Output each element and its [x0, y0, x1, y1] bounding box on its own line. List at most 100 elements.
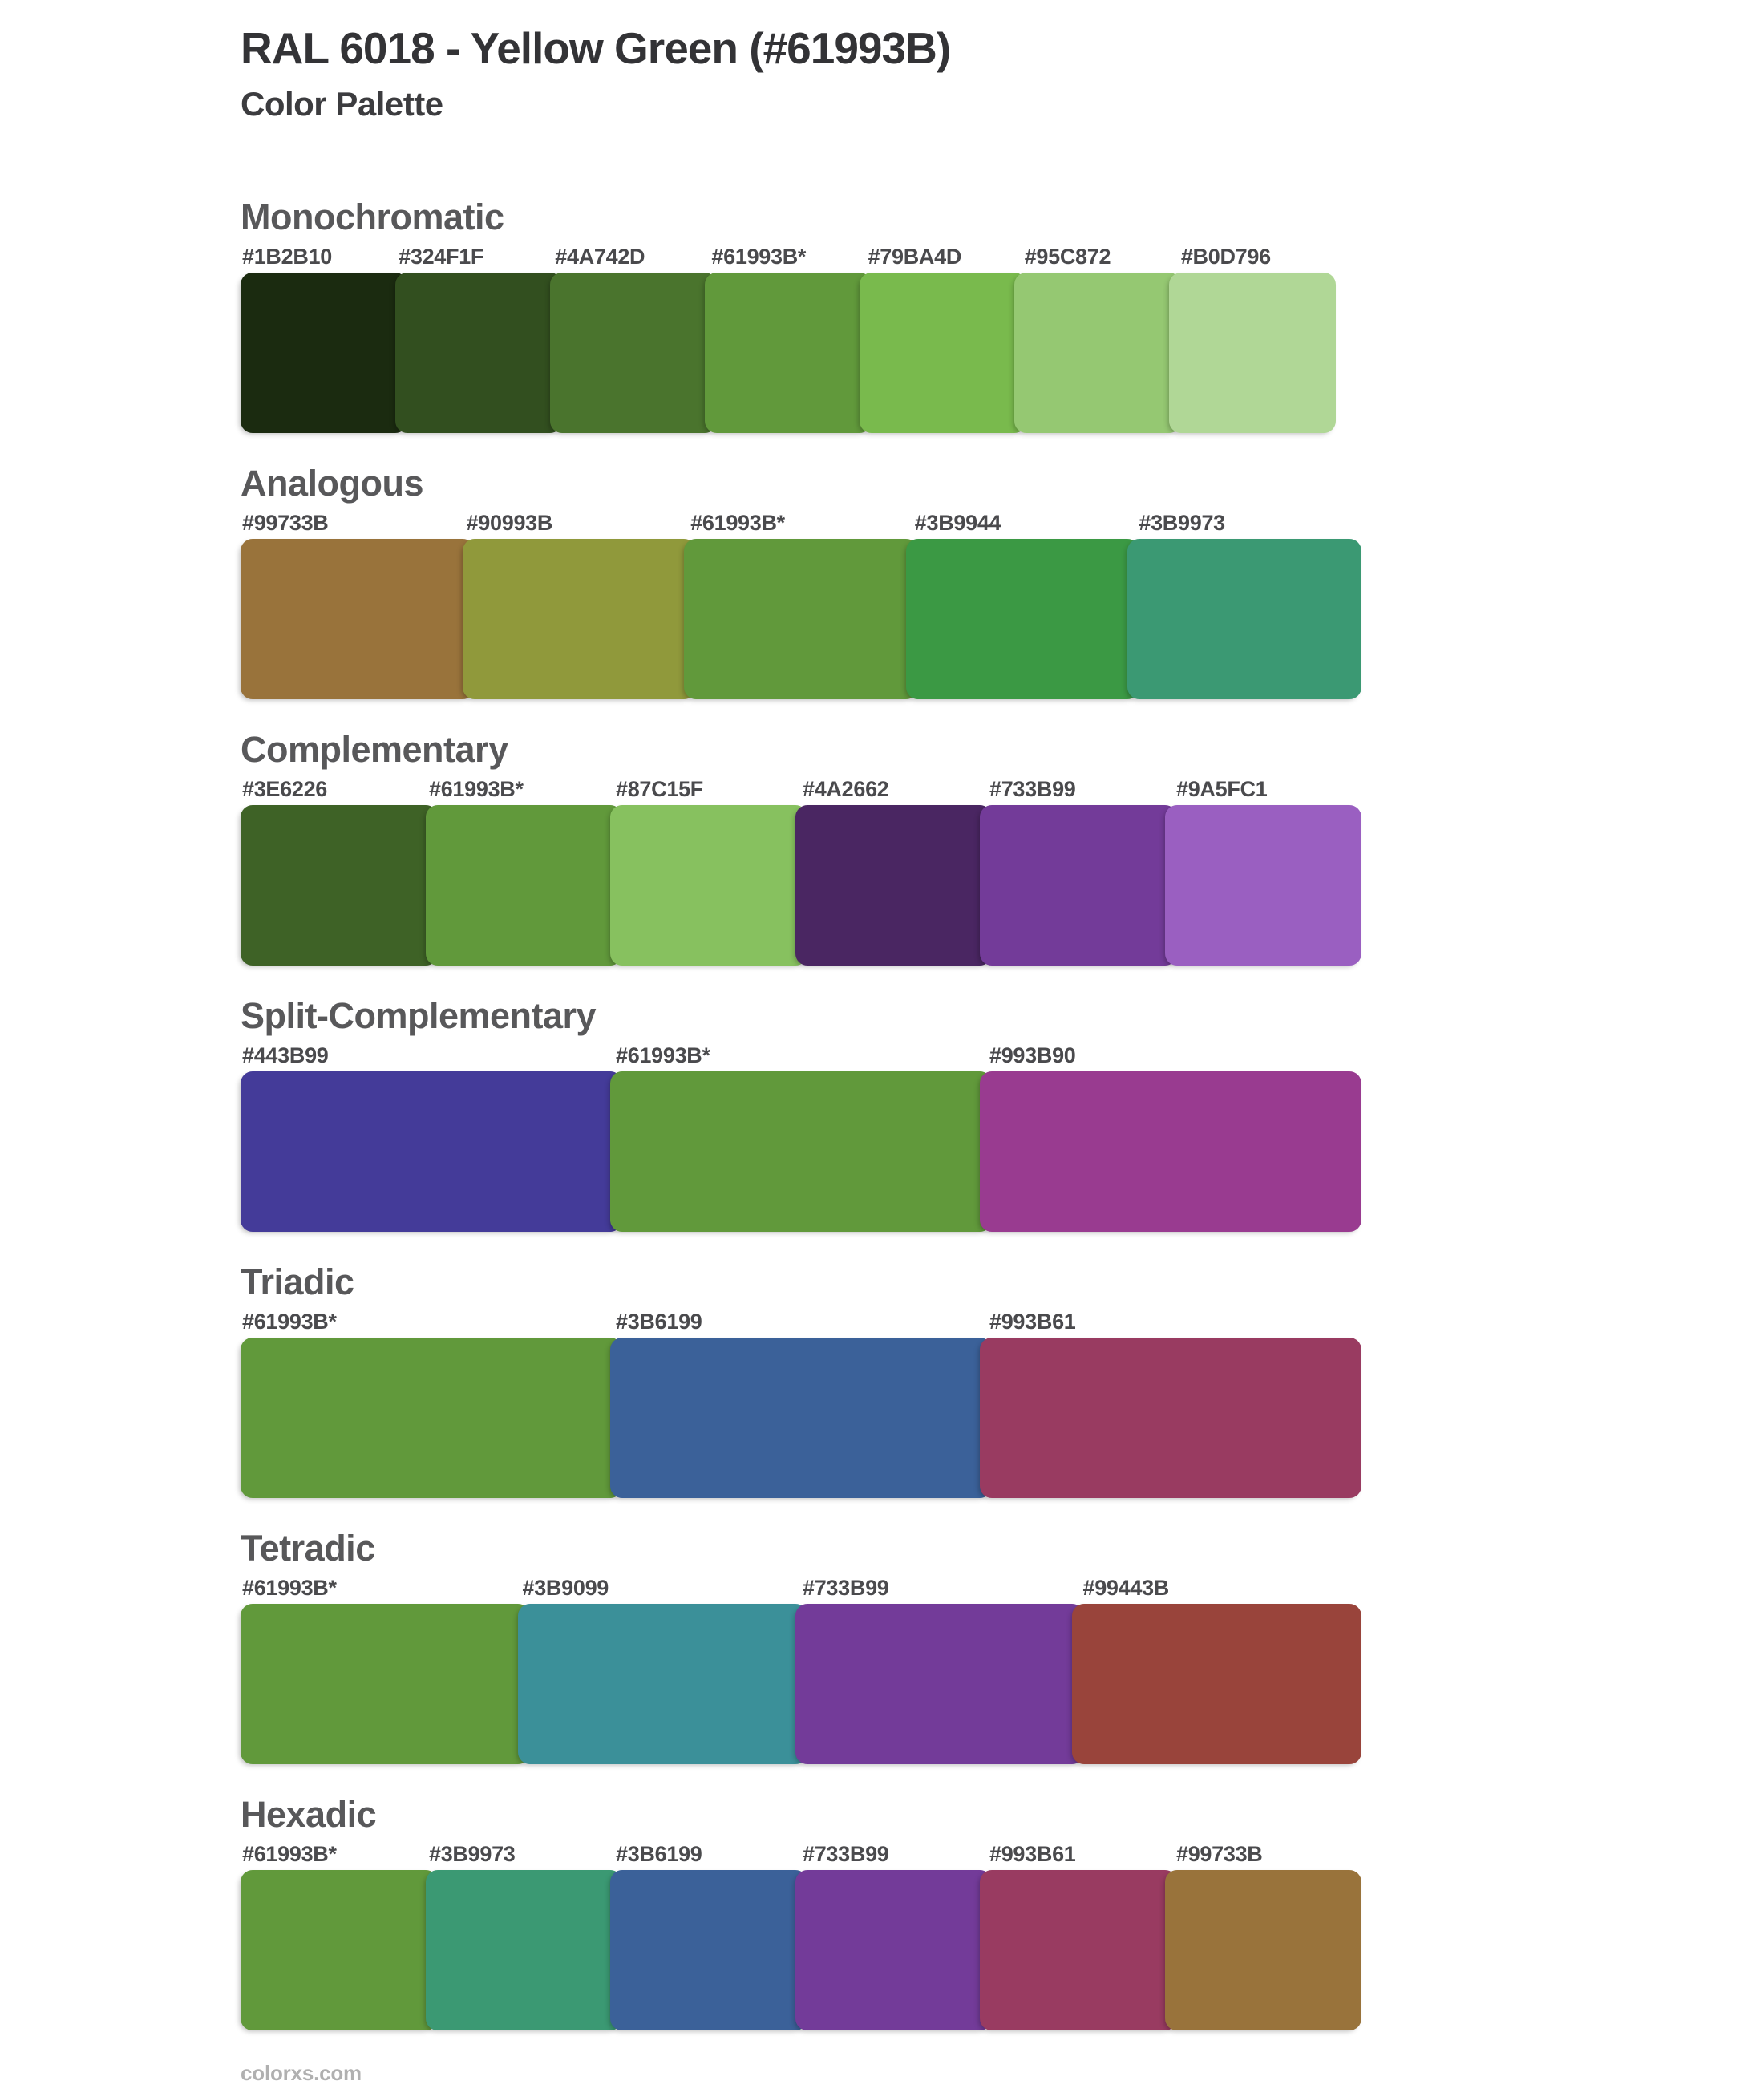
hex-label: #3B9944 [914, 510, 1001, 535]
page-subtitle: Color Palette [241, 84, 443, 123]
hex-label: #3B9973 [429, 1841, 516, 1866]
hex-label: #993B61 [989, 1841, 1076, 1866]
hex-label: #79BA4D [868, 244, 962, 269]
section-heading: Hexadic [241, 1793, 377, 1835]
color-strip [241, 1071, 1361, 1232]
hex-label: #99733B [242, 510, 329, 535]
hex-label: #4A2662 [803, 776, 889, 801]
page-title: RAL 6018 - Yellow Green (#61993B) [241, 23, 951, 73]
color-strip [241, 272, 1336, 433]
color-swatch[interactable] [517, 1603, 807, 1764]
color-swatch[interactable] [610, 1071, 992, 1232]
hex-label: #87C15F [616, 776, 703, 801]
hex-label: #443B99 [242, 1042, 329, 1067]
color-swatch[interactable] [1169, 272, 1336, 433]
section-heading: Tetradic [241, 1527, 375, 1569]
hex-label: #733B99 [803, 1841, 889, 1866]
color-swatch[interactable] [610, 804, 807, 966]
color-swatch[interactable] [241, 1869, 438, 2030]
color-swatch[interactable] [550, 272, 717, 433]
color-swatch[interactable] [1127, 538, 1361, 699]
color-swatch[interactable] [1014, 272, 1181, 433]
color-swatch[interactable] [795, 1869, 992, 2030]
palette-section: Monochromatic #1B2B10 #324F1F #4A742D #6199… [241, 199, 1363, 433]
section-heading: Triadic [241, 1261, 354, 1302]
color-swatch[interactable] [241, 804, 438, 966]
strip-area: #61993B* #3B9973 #3B6199 #733B99 #993B61 #997… [241, 1841, 1361, 2030]
hex-labels-row: #99733B #90993B #61993B* #3B9944 #3B9973 [241, 512, 1361, 534]
color-swatch[interactable] [241, 538, 475, 699]
hex-label: #9A5FC1 [1176, 776, 1268, 801]
hex-labels-row: #3E6226 #61993B* #87C15F #4A2662 #733B99 #9A5… [241, 776, 1361, 801]
color-swatch[interactable] [860, 272, 1026, 433]
color-swatch[interactable] [980, 804, 1177, 966]
color-swatch[interactable] [1072, 1603, 1361, 1764]
palette-section: Hexadic #61993B* #3B9973 #3B6199 #733B99 #99… [241, 1796, 1363, 2030]
color-strip [241, 1337, 1361, 1498]
strip-area: #3E6226 #61993B* #87C15F #4A2662 #733B99 #9A5… [241, 776, 1361, 966]
hex-labels-row: #61993B* #3B9099 #733B99 #99443B [241, 1577, 1361, 1599]
hex-label: #3B9099 [522, 1575, 609, 1600]
color-swatch[interactable] [241, 1071, 622, 1232]
color-swatch[interactable] [1164, 804, 1361, 966]
hex-label: #3B6199 [616, 1841, 702, 1866]
strip-area: #61993B* #3B6199 #993B61 [241, 1309, 1361, 1498]
hex-label: #95C872 [1024, 244, 1111, 269]
hex-label: #61993B* [690, 510, 785, 535]
hex-label: #733B99 [803, 1575, 889, 1600]
hex-labels-row: #443B99 #61993B* #993B90 [241, 1042, 1361, 1067]
color-swatch[interactable] [610, 1337, 992, 1498]
palette-sections: Monochromatic #1B2B10 #324F1F #4A742D #6199… [241, 199, 1363, 2030]
hex-label: #90993B [466, 510, 553, 535]
color-swatch[interactable] [395, 272, 562, 433]
hex-label: #1B2B10 [242, 244, 332, 269]
strip-area: #443B99 #61993B* #993B90 [241, 1042, 1361, 1232]
hex-label: #61993B* [242, 1309, 337, 1334]
color-strip [241, 1603, 1361, 1764]
section-heading: Analogous [241, 462, 424, 504]
hex-label: #61993B* [711, 244, 807, 269]
section-heading: Split-Complementary [241, 994, 597, 1036]
palette-section: Complementary #3E6226 #61993B* #87C15F #4A2… [241, 731, 1363, 966]
color-swatch[interactable] [462, 538, 697, 699]
color-swatch[interactable] [241, 1603, 530, 1764]
strip-area: #99733B #90993B #61993B* #3B9944 #3B9973 [241, 512, 1361, 699]
color-swatch[interactable] [980, 1071, 1361, 1232]
color-swatch[interactable] [684, 538, 918, 699]
hex-labels-row: #61993B* #3B9973 #3B6199 #733B99 #993B61 #997… [241, 1841, 1361, 1866]
color-swatch[interactable] [980, 1337, 1361, 1498]
color-swatch[interactable] [980, 1869, 1177, 2030]
color-strip [241, 1869, 1361, 2030]
hex-label: #61993B* [242, 1575, 337, 1600]
hex-label: #733B99 [989, 776, 1076, 801]
hex-label: #993B61 [989, 1309, 1076, 1334]
color-strip [241, 804, 1361, 966]
color-swatch[interactable] [705, 272, 872, 433]
hex-label: #3B9973 [1139, 510, 1225, 535]
color-swatch[interactable] [425, 1869, 622, 2030]
hex-label: #3B6199 [616, 1309, 702, 1334]
color-swatch[interactable] [425, 804, 622, 966]
color-swatch[interactable] [1164, 1869, 1361, 2030]
color-swatch[interactable] [905, 538, 1140, 699]
color-swatch[interactable] [795, 804, 992, 966]
palette-section: Triadic #61993B* #3B6199 #993B61 [241, 1264, 1363, 1498]
color-strip [241, 538, 1361, 699]
hex-label: #61993B* [242, 1841, 337, 1866]
hex-label: #3E6226 [242, 776, 328, 801]
palette-section: Tetradic #61993B* #3B9099 #733B99 #99443B [241, 1530, 1363, 1764]
hex-label: #324F1F [399, 244, 484, 269]
hex-labels-row: #1B2B10 #324F1F #4A742D #61993B* #79BA4D #95C… [241, 244, 1336, 269]
color-swatch[interactable] [241, 272, 407, 433]
hex-label: #61993B* [616, 1042, 710, 1067]
strip-area: #1B2B10 #324F1F #4A742D #61993B* #79BA4D #95C… [241, 244, 1336, 433]
footer-site-link[interactable]: colorxs.com [241, 2060, 362, 2085]
section-heading: Monochromatic [241, 196, 504, 237]
palette-section: Analogous #99733B #90993B #61993B* #3B9944 #… [241, 465, 1363, 699]
color-swatch[interactable] [610, 1869, 807, 2030]
palette-section: Split-Complementary #443B99 #61993B* #993B… [241, 998, 1363, 1232]
color-swatch[interactable] [795, 1603, 1085, 1764]
hex-labels-row: #61993B* #3B6199 #993B61 [241, 1309, 1361, 1334]
color-swatch[interactable] [241, 1337, 622, 1498]
strip-area: #61993B* #3B9099 #733B99 #99443B [241, 1577, 1361, 1764]
